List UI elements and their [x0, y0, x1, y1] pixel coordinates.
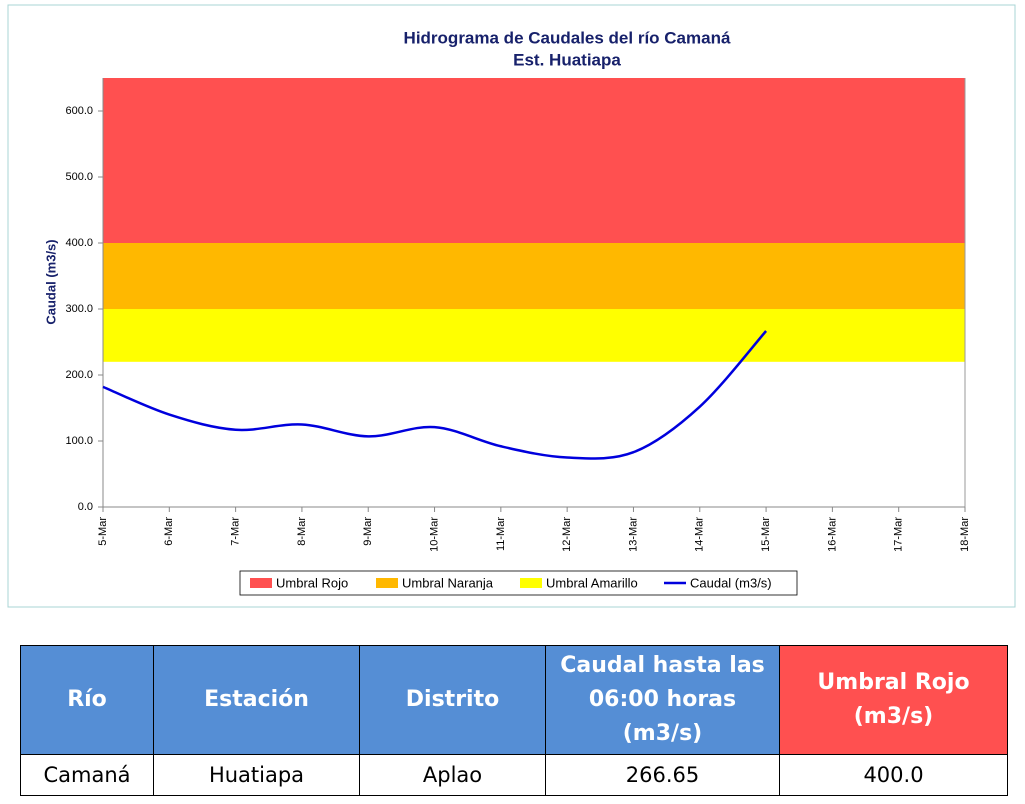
legend-swatch [376, 578, 398, 588]
x-tick-label: 18-Mar [959, 517, 971, 552]
legend-label: Caudal (m3/s) [690, 575, 772, 590]
x-tick-label: 7-Mar [230, 517, 242, 546]
x-tick-label: 12-Mar [561, 517, 573, 552]
header-cell: Río [20, 645, 154, 755]
x-tick-label: 8-Mar [296, 517, 308, 546]
x-tick-label: 6-Mar [163, 517, 175, 546]
y-tick-label: 0.0 [78, 501, 93, 513]
flow-line [102, 330, 768, 460]
x-tick-label: 16-Mar [826, 517, 838, 552]
x-tick-label: 9-Mar [362, 517, 374, 546]
y-tick-label: 200.0 [65, 369, 93, 381]
cell: 400.0 [779, 754, 1008, 796]
y-tick-label: 300.0 [65, 303, 93, 315]
cell: Huatiapa [153, 754, 360, 796]
cell: Camaná [20, 754, 154, 796]
threshold-band [103, 78, 965, 243]
x-tick-label: 14-Mar [694, 517, 706, 552]
info-table: Río Estación Distrito Caudal hasta las 0… [20, 645, 1008, 796]
legend-label: Umbral Amarillo [546, 575, 638, 590]
y-tick-label: 500.0 [65, 171, 93, 183]
x-tick-label: 5-Mar [97, 517, 109, 546]
x-tick-label: 11-Mar [495, 517, 507, 551]
legend-swatch [250, 578, 272, 588]
x-tick-label: 17-Mar [893, 517, 905, 552]
legend-label: Umbral Rojo [276, 575, 348, 590]
chart: Hidrograma de Caudales del río Camaná Es… [7, 4, 1016, 608]
threshold-band [103, 243, 965, 309]
legend [239, 570, 798, 596]
header-cell: Umbral Rojo (m3/s) [779, 645, 1008, 755]
chart-subtitle: Est. Huatiapa [513, 50, 621, 69]
header-cell: Caudal hasta las 06:00 horas (m3/s) [545, 645, 780, 755]
x-tick-label: 15-Mar [760, 517, 772, 552]
header-cell: Estación [153, 645, 360, 755]
y-axis-label: Caudal (m3/s) [43, 239, 58, 324]
chart-title: Hidrograma de Caudales del río Camaná [404, 28, 731, 47]
y-tick-label: 400.0 [65, 237, 93, 249]
y-tick-label: 600.0 [65, 105, 93, 117]
y-tick-label: 100.0 [65, 435, 93, 447]
cell: 266.65 [545, 754, 780, 796]
x-tick-label: 13-Mar [627, 517, 639, 552]
legend-label: Umbral Naranja [402, 575, 494, 590]
legend-swatch [520, 578, 542, 588]
header-cell: Distrito [359, 645, 546, 755]
threshold-band [103, 309, 965, 362]
cell: Aplao [359, 754, 546, 796]
x-tick-label: 10-Mar [428, 517, 440, 552]
